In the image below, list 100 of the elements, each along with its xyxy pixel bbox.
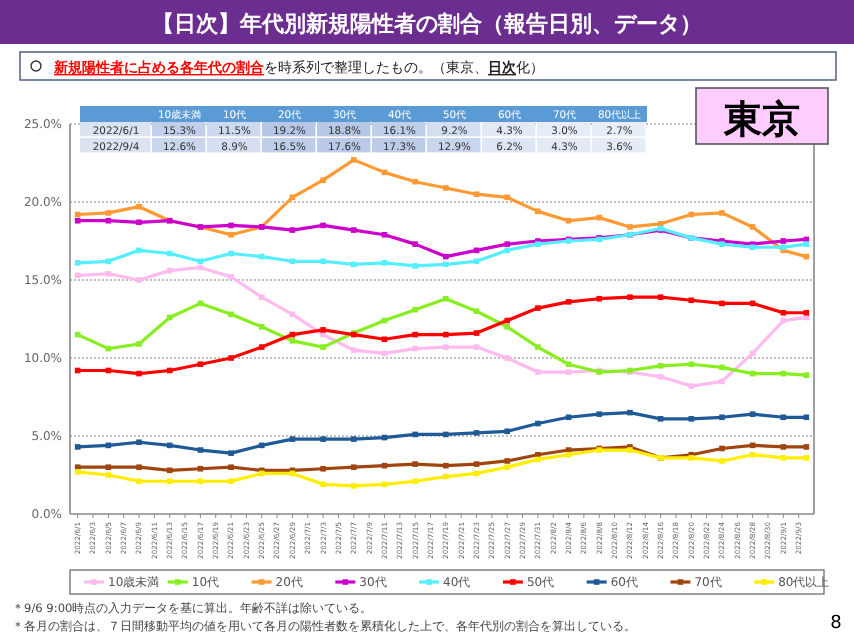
point <box>780 309 787 316</box>
point <box>381 231 388 238</box>
point <box>443 473 449 480</box>
point <box>443 331 449 338</box>
point <box>688 361 695 368</box>
point <box>381 260 388 266</box>
line-series <box>74 447 810 489</box>
line-series <box>74 157 810 260</box>
point <box>350 261 357 268</box>
point <box>443 253 449 260</box>
point <box>381 336 388 343</box>
point <box>197 447 204 453</box>
point <box>228 231 234 238</box>
point <box>166 467 173 474</box>
point <box>565 414 572 421</box>
point <box>657 373 664 380</box>
point <box>443 261 449 268</box>
point <box>228 311 234 318</box>
point <box>166 367 173 374</box>
point <box>504 194 510 201</box>
point <box>197 478 204 485</box>
point <box>565 369 572 375</box>
point <box>258 442 265 449</box>
line-series <box>74 264 810 389</box>
point <box>258 253 265 260</box>
point <box>473 461 480 467</box>
point <box>443 431 449 438</box>
place-box: 東京 <box>695 87 829 145</box>
point <box>657 416 664 422</box>
point <box>136 219 142 226</box>
point <box>565 451 572 458</box>
point <box>565 299 572 305</box>
line-series <box>74 217 810 260</box>
point <box>412 431 418 438</box>
point <box>473 308 480 314</box>
point <box>688 416 695 422</box>
point <box>412 178 418 185</box>
point <box>443 462 449 469</box>
point <box>803 414 810 421</box>
point <box>780 238 787 244</box>
point <box>657 294 664 300</box>
point <box>473 344 480 350</box>
point <box>412 306 418 313</box>
point <box>166 478 173 485</box>
point <box>136 247 142 254</box>
point <box>105 258 112 265</box>
point <box>258 344 265 350</box>
text: 8 <box>830 614 843 634</box>
point <box>565 361 572 368</box>
point <box>688 211 695 218</box>
point <box>504 247 510 254</box>
point <box>197 465 204 472</box>
point <box>627 409 633 416</box>
point <box>780 414 787 421</box>
point <box>803 455 810 461</box>
chart-title: 【日次】年代別新規陽性者の割合（報告日別、データ） <box>152 11 702 37</box>
point <box>535 456 541 463</box>
point <box>74 469 81 475</box>
point <box>228 250 234 257</box>
point <box>136 370 142 377</box>
point <box>719 414 725 421</box>
point <box>412 478 418 485</box>
annotation: 東京 <box>722 98 800 142</box>
point <box>289 338 296 344</box>
point <box>504 317 510 324</box>
point <box>565 217 572 224</box>
point <box>749 224 756 230</box>
point <box>228 222 234 229</box>
point <box>197 258 204 265</box>
point <box>320 258 326 265</box>
point <box>74 260 81 266</box>
point <box>228 478 234 485</box>
point <box>749 411 756 417</box>
point <box>136 439 142 446</box>
point <box>289 436 296 442</box>
point <box>504 428 510 435</box>
point <box>749 451 756 458</box>
point <box>166 442 173 449</box>
point <box>657 363 664 369</box>
point <box>289 258 296 265</box>
point <box>719 445 725 452</box>
point <box>473 330 480 336</box>
point <box>74 444 81 450</box>
point <box>105 270 112 277</box>
line-series <box>74 442 810 474</box>
point <box>473 430 480 436</box>
point <box>780 455 787 461</box>
point <box>105 217 112 224</box>
point <box>535 420 541 427</box>
title-band: 【日次】年代別新規陽性者の割合（報告日別、データ） <box>0 0 854 44</box>
point <box>166 314 173 321</box>
point <box>105 472 112 478</box>
point <box>105 210 112 216</box>
point <box>596 411 603 417</box>
point <box>473 258 480 265</box>
point <box>74 217 81 224</box>
point <box>719 378 725 385</box>
point <box>136 203 142 210</box>
point <box>443 295 449 302</box>
point <box>688 297 695 304</box>
